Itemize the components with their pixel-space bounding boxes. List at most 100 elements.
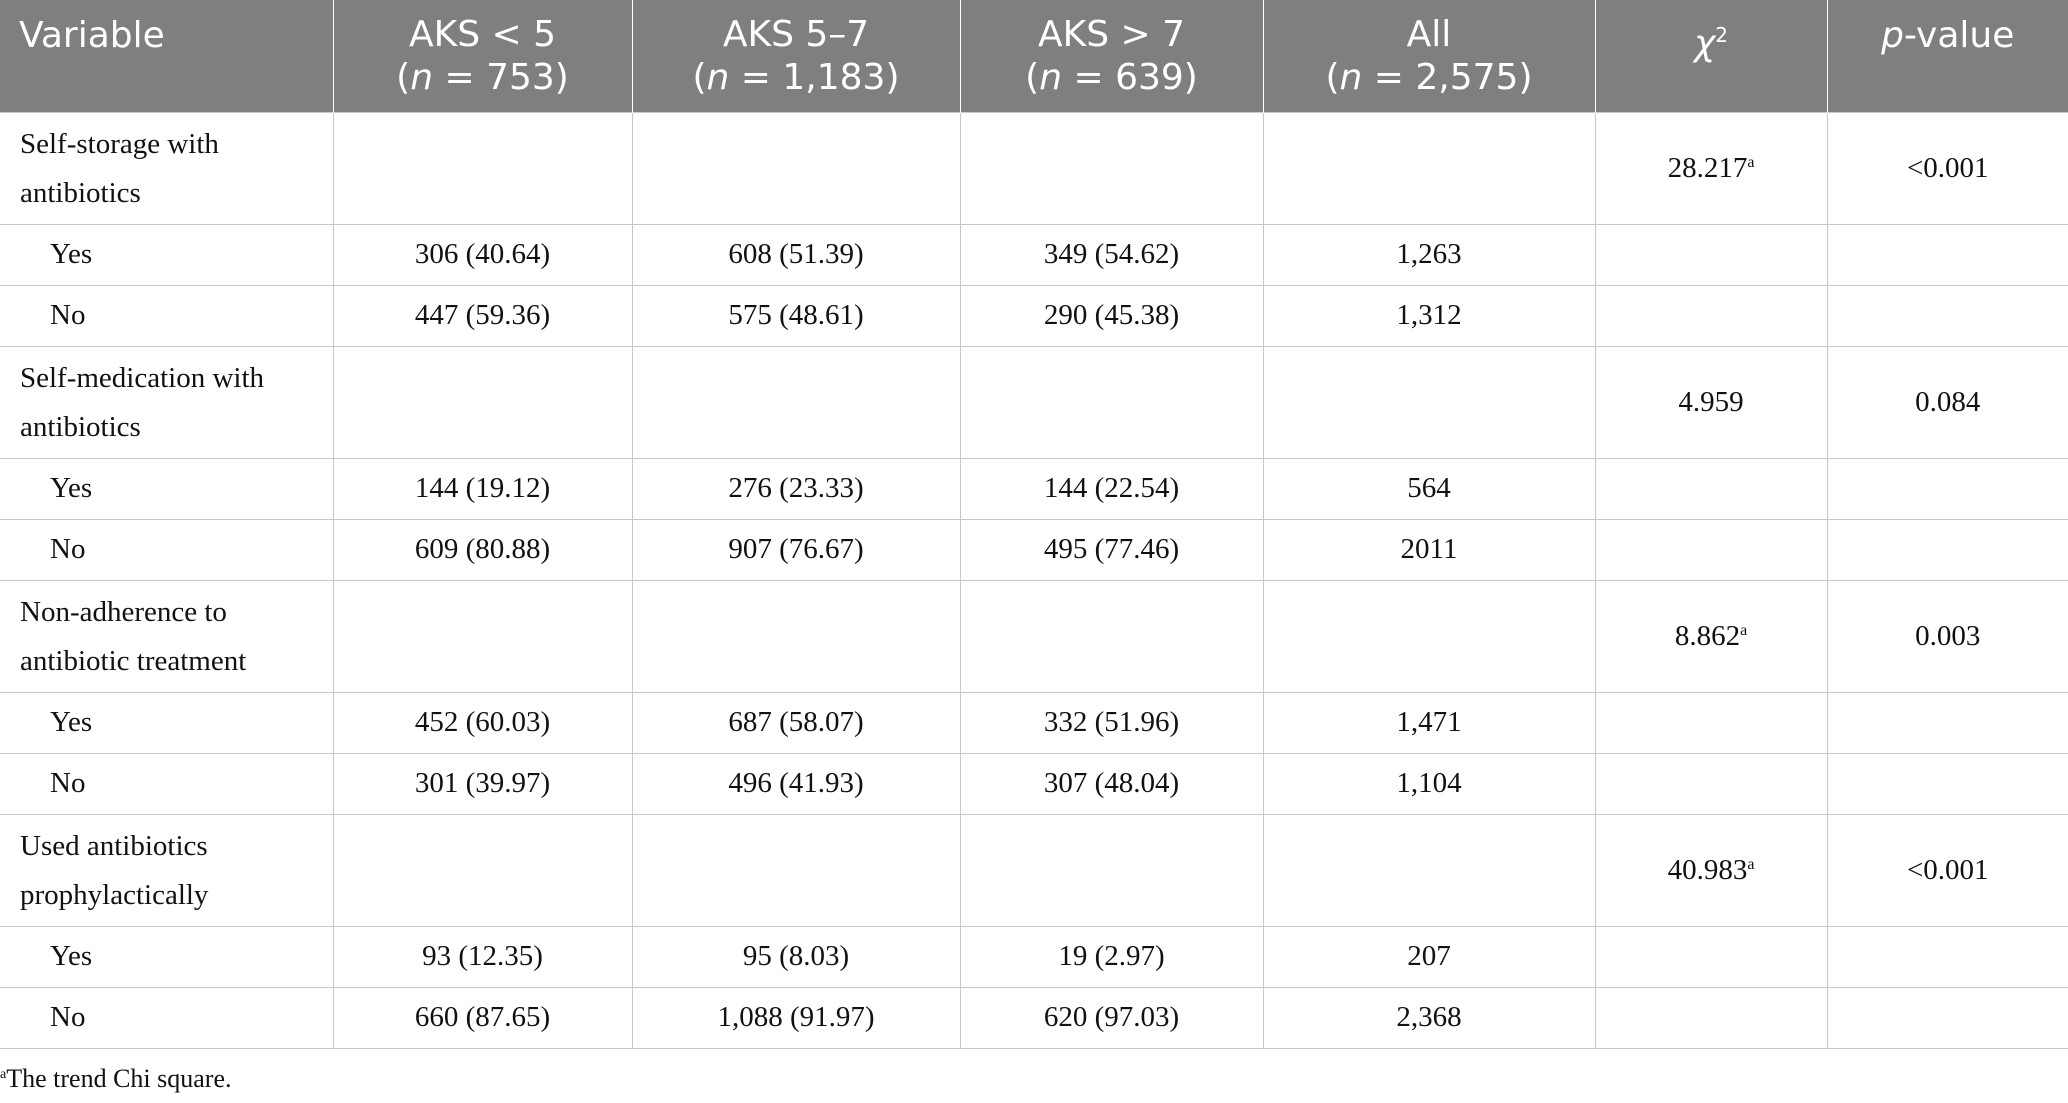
cell-aks-gt7: 332 (51.96) (959, 691, 1264, 754)
p-value: 0.084 (1826, 345, 2068, 459)
empty-cell (332, 345, 633, 459)
cell-aks-gt7: 620 (97.03) (959, 986, 1264, 1049)
cell-all: 564 (1262, 457, 1596, 520)
row-label: No (0, 518, 334, 581)
group-row: Non-adherence to antibiotic treatment 8.8… (0, 579, 2068, 693)
empty-cell (1826, 925, 2068, 988)
row-label: Yes (0, 925, 334, 988)
cell-all: 1,312 (1262, 284, 1596, 347)
chi-square-value: 8.862a (1594, 579, 1828, 693)
empty-cell (1826, 284, 2068, 347)
header-chi-square: χ2 (1594, 0, 1827, 112)
chi-square-value: 4.959 (1594, 345, 1828, 459)
sub-row: No 609 (80.88) 907 (76.67) 495 (77.46) 2011 (0, 518, 2068, 581)
chi-value-text: 40.983 (1667, 853, 1748, 886)
group-name: Self-medication with antibiotics (0, 345, 334, 459)
cell-aks-lt5: 93 (12.35) (332, 925, 633, 988)
sub-row: Yes 93 (12.35) 95 (8.03) 19 (2.97) 207 (0, 925, 2068, 988)
empty-cell (959, 813, 1264, 927)
empty-cell (1594, 752, 1828, 815)
cell-aks-lt5: 660 (87.65) (332, 986, 633, 1049)
group-name: Self-storage with antibiotics (0, 111, 334, 225)
sub-row: Yes 306 (40.64) 608 (51.39) 349 (54.62) 1,26… (0, 223, 2068, 286)
empty-cell (631, 111, 961, 225)
group-name: Used antibiotics prophylactically (0, 813, 334, 927)
cell-aks-5-7: 1,088 (91.97) (631, 986, 961, 1049)
header-row: Variable AKS < 5 (n = 753) AKS 5–7 (n = … (0, 0, 2068, 112)
empty-cell (631, 345, 961, 459)
row-label: No (0, 752, 334, 815)
cell-aks-lt5: 447 (59.36) (332, 284, 633, 347)
empty-cell (1594, 691, 1828, 754)
empty-cell (1826, 691, 2068, 754)
row-label: Yes (0, 223, 334, 286)
empty-cell (332, 813, 633, 927)
header-aks-lt5: AKS < 5 (n = 753) (332, 0, 632, 112)
cell-aks-gt7: 290 (45.38) (959, 284, 1264, 347)
cell-aks-gt7: 307 (48.04) (959, 752, 1264, 815)
sub-row: No 447 (59.36) 575 (48.61) 290 (45.38) 1,312 (0, 284, 2068, 347)
empty-cell (1262, 813, 1596, 927)
chi-value-text: 4.959 (1678, 385, 1744, 418)
empty-cell (959, 345, 1264, 459)
group-name: Non-adherence to antibiotic treatment (0, 579, 334, 693)
cell-aks-lt5: 452 (60.03) (332, 691, 633, 754)
cell-aks-5-7: 575 (48.61) (631, 284, 961, 347)
cell-aks-lt5: 144 (19.12) (332, 457, 633, 520)
cell-aks-5-7: 907 (76.67) (631, 518, 961, 581)
chi-square-value: 28.217a (1594, 111, 1828, 225)
sub-row: No 660 (87.65) 1,088 (91.97) 620 (97.03) 2,3… (0, 986, 2068, 1049)
empty-cell (1826, 223, 2068, 286)
row-label: Yes (0, 691, 334, 754)
empty-cell (1594, 986, 1828, 1049)
row-label: No (0, 284, 334, 347)
empty-cell (631, 813, 961, 927)
chi-note-marker: a (1747, 153, 1755, 171)
header-variable: Variable (0, 0, 333, 112)
footnote-marker: a (0, 1067, 7, 1082)
empty-cell (959, 579, 1264, 693)
empty-cell (631, 579, 961, 693)
cell-aks-lt5: 301 (39.97) (332, 752, 633, 815)
cell-aks-lt5: 609 (80.88) (332, 518, 633, 581)
cell-all: 2,368 (1262, 986, 1596, 1049)
header-aks-5-7: AKS 5–7 (n = 1,183) (631, 0, 960, 112)
group-row: Self-medication with antibiotics 4.959 0.0… (0, 345, 2068, 459)
cell-all: 1,263 (1262, 223, 1596, 286)
empty-cell (1594, 284, 1828, 347)
empty-cell (1826, 457, 2068, 520)
cell-aks-5-7: 276 (23.33) (631, 457, 961, 520)
row-label: Yes (0, 457, 334, 520)
sub-row: Yes 144 (19.12) 276 (23.33) 144 (22.54) 564 (0, 457, 2068, 520)
empty-cell (1826, 518, 2068, 581)
empty-cell (1594, 925, 1828, 988)
chi-note-marker: a (1747, 855, 1755, 873)
empty-cell (332, 111, 633, 225)
cell-all: 1,471 (1262, 691, 1596, 754)
header-p-value: p-value (1826, 0, 2068, 112)
sub-row: No 301 (39.97) 496 (41.93) 307 (48.04) 1,104 (0, 752, 2068, 815)
p-value: <0.001 (1826, 111, 2068, 225)
empty-cell (1594, 518, 1828, 581)
empty-cell (332, 579, 633, 693)
empty-cell (1826, 752, 2068, 815)
cell-all: 2011 (1262, 518, 1596, 581)
empty-cell (959, 111, 1264, 225)
header-all: All (n = 2,575) (1262, 0, 1595, 112)
cell-aks-lt5: 306 (40.64) (332, 223, 633, 286)
cell-aks-gt7: 349 (54.62) (959, 223, 1264, 286)
header-aks-gt7: AKS > 7 (n = 639) (959, 0, 1263, 112)
cell-aks-gt7: 144 (22.54) (959, 457, 1264, 520)
table-body: Self-storage with antibiotics 28.217a <0.0… (0, 111, 2068, 1049)
results-table: Variable AKS < 5 (n = 753) AKS 5–7 (n = … (0, 0, 2068, 1049)
cell-aks-5-7: 687 (58.07) (631, 691, 961, 754)
cell-all: 1,104 (1262, 752, 1596, 815)
chi-square-value: 40.983a (1594, 813, 1828, 927)
group-row: Self-storage with antibiotics 28.217a <0.0… (0, 111, 2068, 225)
cell-all: 207 (1262, 925, 1596, 988)
chi-value-text: 28.217 (1667, 151, 1748, 184)
empty-cell (1262, 345, 1596, 459)
p-value: <0.001 (1826, 813, 2068, 927)
empty-cell (1594, 223, 1828, 286)
empty-cell (1262, 111, 1596, 225)
